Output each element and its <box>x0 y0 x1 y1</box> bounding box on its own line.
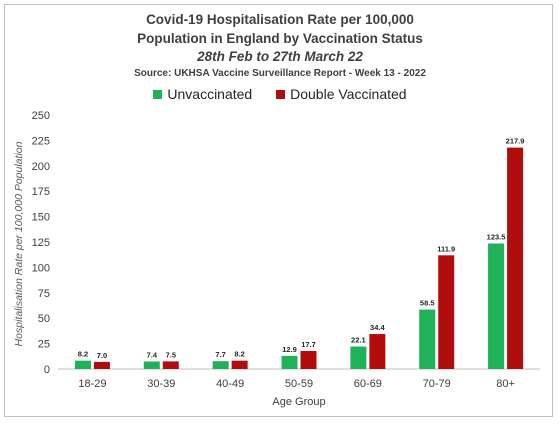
chart-legend: Unvaccinated Double Vaccinated <box>0 86 560 102</box>
x-tick-label: 80+ <box>496 378 515 390</box>
y-axis-title: Hospitalisation Rate per 100,000 Populat… <box>13 141 25 346</box>
x-axis-title: Age Group <box>272 396 325 408</box>
x-tick-label: 40-49 <box>216 378 244 390</box>
chart-source: Source: UKHSA Vaccine Surveillance Repor… <box>134 68 426 79</box>
bar-unvaccinated <box>74 360 91 369</box>
legend-swatch-double-vaccinated <box>276 90 286 99</box>
bar-unvaccinated <box>143 361 160 369</box>
legend-label-unvaccinated: Unvaccinated <box>167 86 253 102</box>
x-tick-label: 50-59 <box>285 378 313 390</box>
data-label: 17.7 <box>301 340 316 349</box>
legend-item-double-vaccinated: Double Vaccinated <box>276 86 407 102</box>
y-tick-label: 150 <box>32 212 50 224</box>
x-tick-label: 60-69 <box>354 378 382 390</box>
legend-item-unvaccinated: Unvaccinated <box>153 86 252 102</box>
bar-unvaccinated <box>281 355 298 369</box>
bar-double-vaccinated <box>369 334 386 369</box>
bar-double-vaccinated <box>300 351 317 369</box>
data-label: 8.2 <box>234 350 244 359</box>
bar-double-vaccinated <box>507 147 524 369</box>
data-label: 123.5 <box>487 233 506 242</box>
y-tick-label: 50 <box>38 313 50 325</box>
chart-title-line-2: Population in England by Vaccination Sta… <box>137 31 423 46</box>
bar-double-vaccinated <box>438 255 455 369</box>
x-tick-label: 18-29 <box>78 378 106 390</box>
y-tick-label: 250 <box>32 110 50 122</box>
legend-swatch-unvaccinated <box>153 90 163 99</box>
x-tick-label: 70-79 <box>423 378 451 390</box>
data-label: 34.4 <box>370 323 385 332</box>
bar-unvaccinated <box>350 346 367 369</box>
y-tick-label: 200 <box>32 161 50 173</box>
bar-double-vaccinated <box>162 361 179 369</box>
data-label: 7.0 <box>97 351 107 360</box>
bar-double-vaccinated <box>93 361 110 369</box>
data-label: 7.7 <box>215 350 225 359</box>
data-label: 22.1 <box>351 336 366 345</box>
bar-unvaccinated <box>419 309 436 369</box>
y-tick-label: 100 <box>32 262 50 274</box>
chart-frame <box>4 4 553 417</box>
x-tick-label: 30-39 <box>147 378 175 390</box>
data-label: 58.5 <box>420 299 435 308</box>
data-label: 7.4 <box>147 350 158 359</box>
bar-unvaccinated <box>488 243 505 369</box>
chart-title-line-1: Covid-19 Hospitalisation Rate per 100,00… <box>146 12 414 27</box>
y-tick-label: 225 <box>32 135 50 147</box>
y-tick-label: 125 <box>32 237 50 249</box>
y-tick-label: 25 <box>38 339 50 351</box>
data-label: 217.9 <box>506 137 525 146</box>
y-tick-label: 175 <box>32 186 50 198</box>
bar-unvaccinated <box>212 361 229 369</box>
chart-subtitle: 28th Feb to 27th March 22 <box>197 49 363 64</box>
data-label: 7.5 <box>166 350 176 359</box>
y-tick-label: 0 <box>44 364 50 376</box>
chart-titles: Covid-19 Hospitalisation Rate per 100,00… <box>0 10 560 81</box>
data-label: 111.9 <box>437 244 455 253</box>
bar-double-vaccinated <box>231 360 248 369</box>
legend-label-double-vaccinated: Double Vaccinated <box>290 86 407 102</box>
data-label: 8.2 <box>78 350 88 359</box>
data-label: 12.9 <box>282 345 297 354</box>
y-tick-label: 75 <box>38 288 50 300</box>
